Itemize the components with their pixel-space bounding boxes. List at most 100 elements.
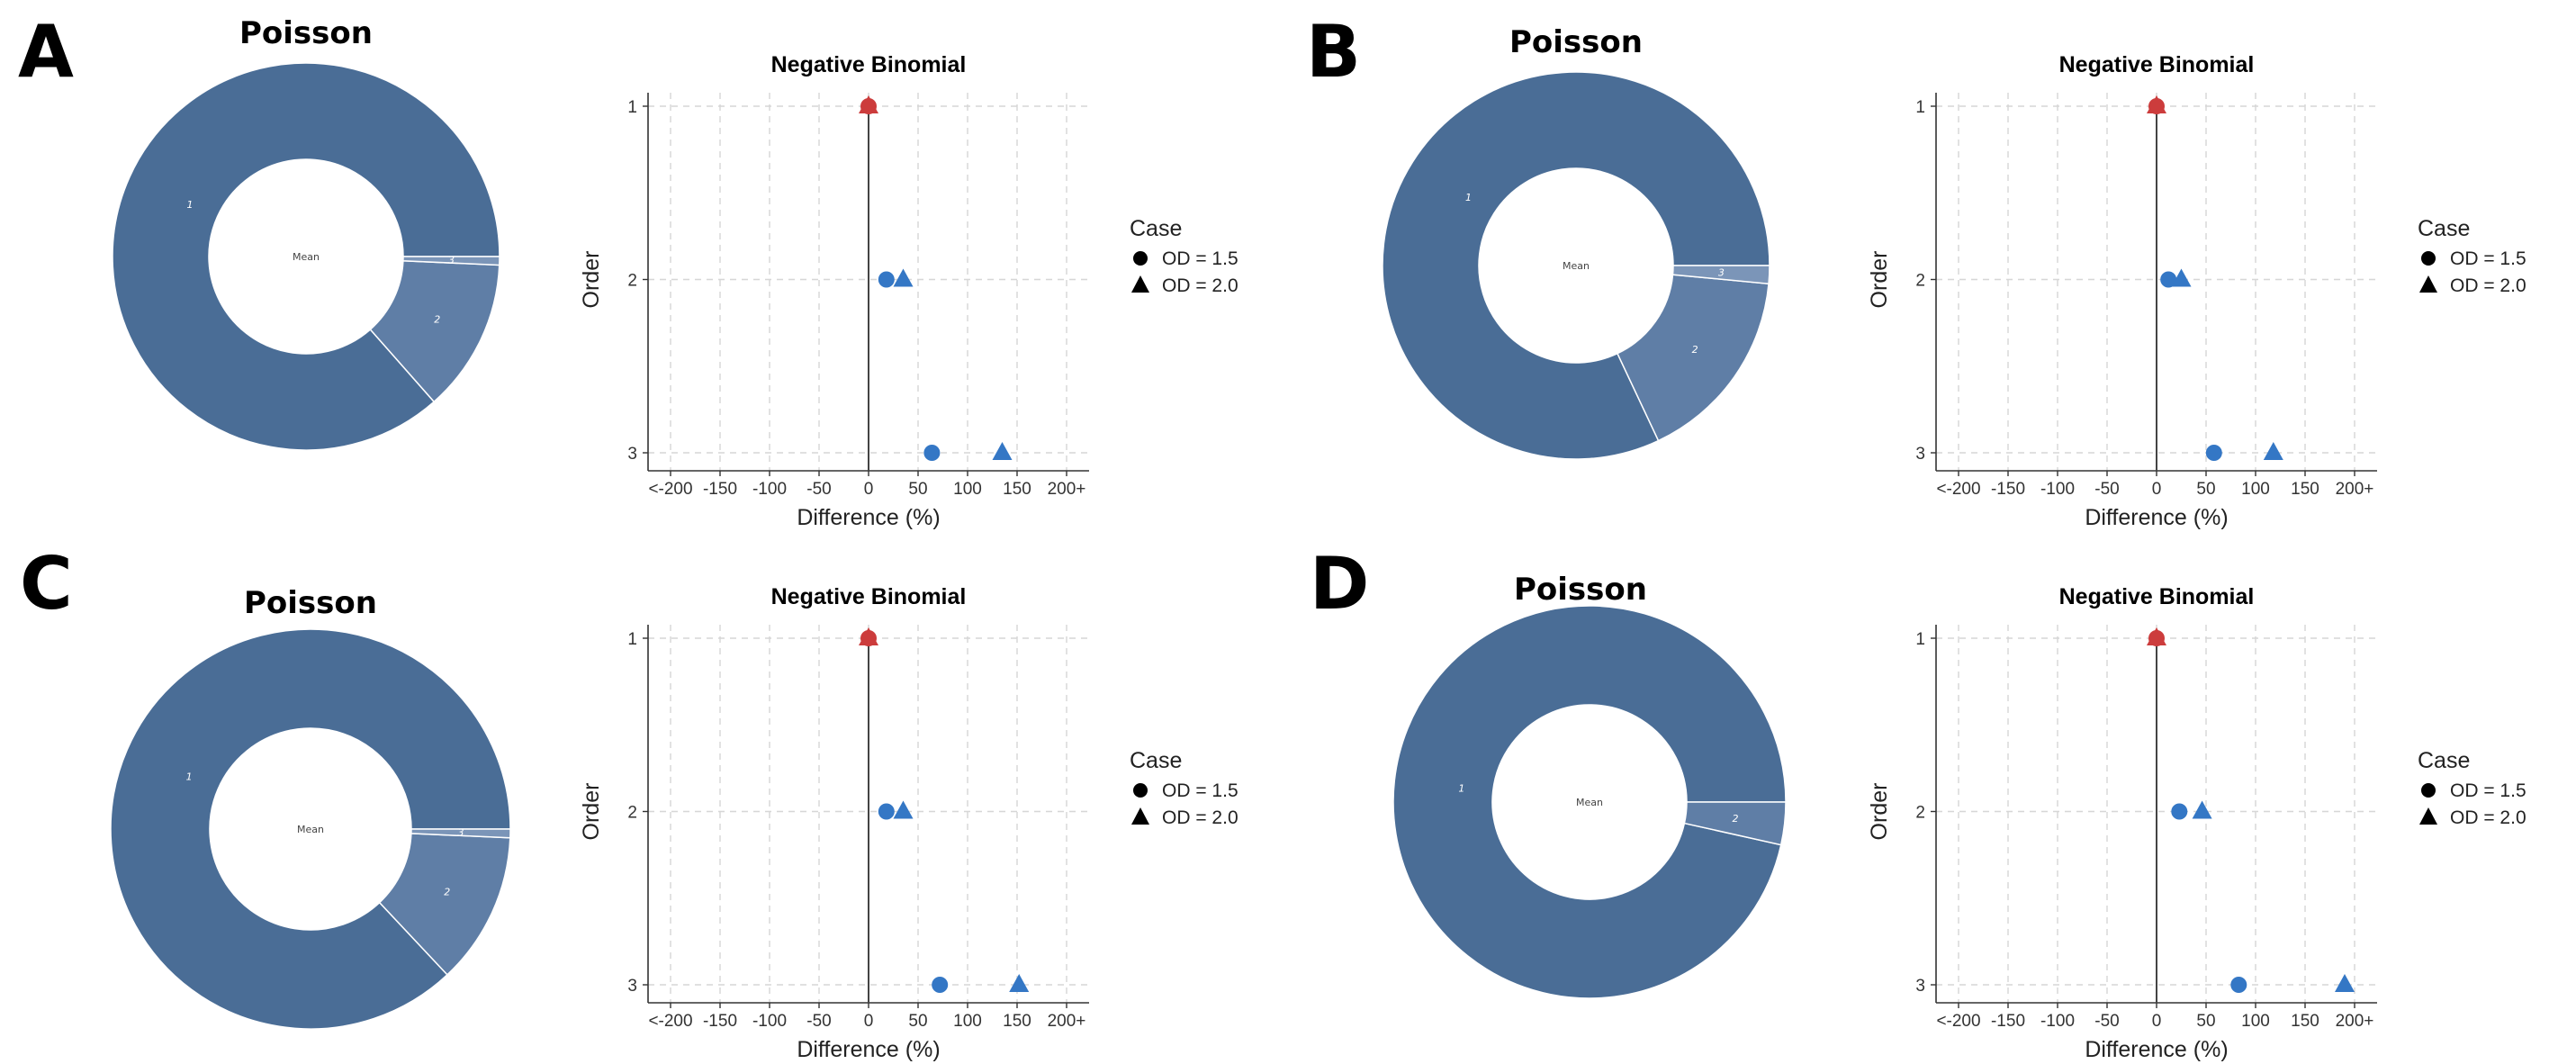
legend-key-circle: [2421, 783, 2436, 798]
x-tick-label: 50: [2196, 480, 2215, 499]
data-point-od-2-0-order-2: [893, 268, 914, 287]
panel-svg: A Poisson 1 2 3 Mean Negative Binomial <-200 -15…: [18, 10, 1238, 530]
x-tick-label: 200+: [2336, 1012, 2374, 1031]
data-point-od-2-0-order-1: [859, 95, 878, 113]
x-tick-label: -150: [703, 1012, 737, 1031]
donut-slice-1: [1392, 605, 1787, 999]
panel-svg: D Poisson 1 2 Mean Negative Binomial <-200 -150…: [1310, 542, 2526, 1062]
donut-slice-2: [1683, 801, 1787, 846]
x-tick-label: 0: [864, 480, 874, 499]
x-tick-label: 100: [953, 480, 982, 499]
legend-item-label: OD = 1.5: [2450, 248, 2526, 269]
y-tick-label: 3: [627, 445, 637, 464]
data-point-od-1-5-order-2: [878, 803, 895, 820]
x-tick-label: <-200: [648, 1012, 692, 1031]
panel-svg: B Poisson 1 2 3 Mean Negative Binomial <-200 -15…: [1306, 10, 2526, 530]
x-tick-label: 0: [2152, 480, 2162, 499]
x-tick-label: -100: [752, 480, 787, 499]
panel-label: C: [20, 542, 73, 626]
data-point-od-2-0-order-1: [2147, 627, 2166, 645]
y-axis-label: Order: [1867, 251, 1892, 309]
data-point-od-2-0-order-3: [1009, 974, 1030, 992]
donut-slice-label: 3: [457, 827, 464, 839]
y-axis-label: Order: [579, 251, 604, 309]
donut-slice-1: [112, 62, 500, 451]
x-axis-label: Difference (%): [2085, 1037, 2228, 1062]
data-point-od-2-0-order-3: [2335, 974, 2355, 992]
donut-slice-label: 3: [448, 255, 455, 266]
data-point-od-2-0-order-2: [2171, 268, 2192, 287]
y-axis-label: Order: [579, 783, 604, 841]
donut-slice-2: [369, 259, 500, 403]
x-tick-label: 200+: [2336, 480, 2374, 499]
donut-slice-2: [1616, 274, 1770, 442]
data-point-od-1-5-order-3: [932, 977, 949, 993]
x-tick-label: <-200: [648, 480, 692, 499]
x-tick-label: 50: [2196, 1012, 2215, 1031]
x-tick-label: 0: [2152, 1012, 2162, 1031]
x-axis-label: Difference (%): [2085, 505, 2228, 530]
donut-slice-2: [378, 833, 511, 976]
x-tick-label: 150: [2291, 480, 2319, 499]
x-tick-label: -50: [2094, 480, 2119, 499]
donut-slice-label: 2: [1692, 344, 1698, 356]
y-tick-label: 3: [1915, 445, 1925, 464]
data-point-od-1-5-order-3: [2205, 445, 2222, 461]
y-tick-label: 3: [627, 977, 637, 996]
legend-title: Case: [2418, 748, 2470, 773]
x-tick-label: 150: [1003, 1012, 1031, 1031]
panel-a: A Poisson 1 2 3 Mean Negative Binomial <-200 -15…: [0, 0, 1288, 532]
legend-item-label: OD = 2.0: [1162, 807, 1238, 828]
x-tick-label: -150: [1991, 1012, 2025, 1031]
data-point-od-2-0-order-1: [859, 627, 878, 645]
data-point-od-2-0-order-2: [2192, 800, 2212, 819]
x-axis-label: Difference (%): [797, 505, 940, 530]
y-tick-label: 2: [1915, 804, 1925, 823]
donut-slice-label: 1: [186, 771, 193, 783]
donut-center-label: Mean: [1576, 797, 1603, 808]
panel-d: D Poisson 1 2 Mean Negative Binomial <-200 -150…: [1288, 532, 2576, 1064]
data-point-od-1-5-order-2: [878, 271, 895, 288]
y-tick-label: 2: [627, 272, 637, 291]
legend-title: Case: [1130, 216, 1182, 241]
x-tick-label: 100: [2241, 1012, 2270, 1031]
legend-item-label: OD = 1.5: [1162, 780, 1238, 801]
x-tick-label: -150: [703, 480, 737, 499]
donut-slice-3: [410, 828, 511, 839]
x-tick-label: 200+: [1048, 480, 1086, 499]
x-tick-label: 150: [1003, 480, 1031, 499]
donut-center-label: Mean: [297, 824, 324, 835]
x-tick-label: 100: [953, 1012, 982, 1031]
x-axis-label: Difference (%): [797, 1037, 940, 1062]
y-tick-label: 1: [1915, 98, 1925, 117]
poisson-title: Poisson: [1509, 24, 1643, 60]
data-point-od-2-0-order-3: [992, 442, 1013, 460]
x-tick-label: <-200: [1936, 480, 1980, 499]
donut-slice-label: 1: [187, 199, 194, 211]
negbin-title: Negative Binomial: [2059, 52, 2255, 77]
y-tick-label: 1: [627, 98, 637, 117]
negbin-title: Negative Binomial: [771, 52, 967, 77]
legend-key-circle: [1133, 251, 1148, 266]
x-tick-label: -50: [806, 480, 831, 499]
donut-slice-3: [402, 256, 500, 266]
x-tick-label: -100: [2040, 480, 2075, 499]
legend-key-triangle: [2419, 275, 2437, 293]
poisson-title: Poisson: [1514, 572, 1647, 608]
legend-key-triangle: [2419, 807, 2437, 825]
data-point-od-1-5-order-2: [2171, 803, 2188, 820]
legend-key-circle: [1133, 783, 1148, 798]
x-tick-label: 100: [2241, 480, 2270, 499]
x-tick-label: -50: [806, 1012, 831, 1031]
legend-item-label: OD = 1.5: [2450, 780, 2526, 801]
x-tick-label: 50: [908, 1012, 927, 1031]
negbin-title: Negative Binomial: [771, 584, 967, 609]
y-tick-label: 1: [627, 630, 637, 649]
data-point-od-1-5-order-2: [2160, 271, 2177, 288]
poisson-title: Poisson: [244, 585, 377, 621]
donut-slice-1: [1382, 71, 1770, 460]
panel-svg: C Poisson 1 2 3 Mean Negative Binomial <-200 -15…: [20, 542, 1238, 1062]
x-tick-label: 50: [908, 480, 927, 499]
x-tick-label: 150: [2291, 1012, 2319, 1031]
legend-item-label: OD = 2.0: [2450, 275, 2526, 296]
